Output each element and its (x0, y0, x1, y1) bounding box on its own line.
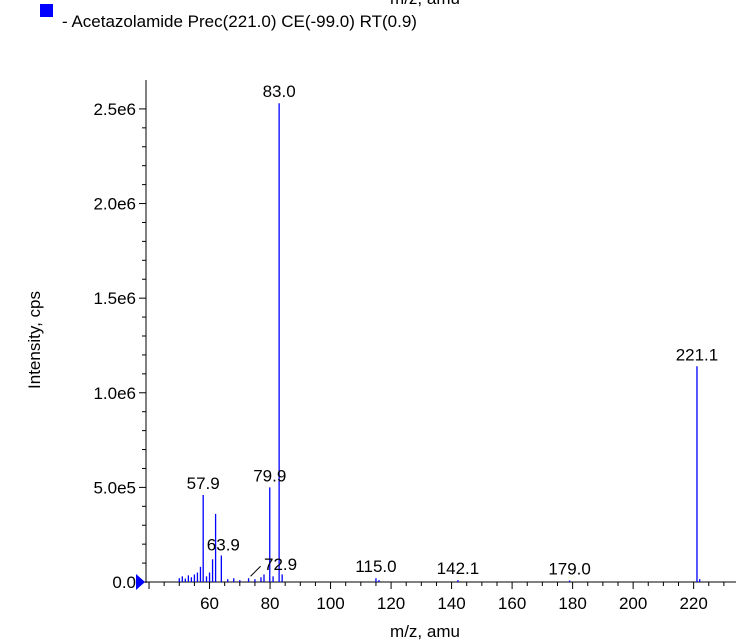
y-axis-label: Intensity, cps (25, 291, 44, 389)
y-tick-label: 2.5e6 (93, 100, 136, 119)
cut-axis-label: m/z, amu (390, 0, 460, 8)
peak-label: 63.9 (207, 536, 240, 555)
peak-label: 57.9 (187, 474, 220, 493)
y-tick-label: 1.5e6 (93, 289, 136, 308)
peak-label: 221.1 (676, 345, 719, 364)
annotation-leader-line (250, 565, 261, 577)
x-tick-label: 60 (200, 594, 219, 613)
x-axis-label: m/z, amu (390, 622, 460, 641)
peaks (178, 103, 701, 582)
y-tick-label: 1.0e6 (93, 384, 136, 403)
x-tick-label: 160 (498, 594, 526, 613)
peak-label: 179.0 (548, 559, 591, 578)
peak-label: 83.0 (263, 82, 296, 101)
y-tick-label: 2.0e6 (93, 195, 136, 214)
x-tick-label: 220 (679, 594, 707, 613)
peak-label: 115.0 (355, 557, 396, 576)
y-tick-label: 0.0 (112, 573, 136, 592)
x-tick-label: 200 (619, 594, 647, 613)
peak-annotations: 83.0 221.1 57.9 79.9 63.9 72.9 115.0 142.1 179.0 (187, 82, 719, 578)
baseline-marker-icon (136, 574, 145, 590)
x-tick-label: 80 (261, 594, 280, 613)
peak-label: 142.1 (437, 559, 480, 578)
axes: 60 80 100 120 140 160 180 200 220 0.0 5.0e5 1.0e6 1.… (93, 80, 736, 613)
peak-label: 79.9 (253, 466, 286, 485)
legend-entry: - Acetazolamide Prec(221.0) CE(-99.0) RT… (62, 12, 417, 31)
x-tick-label: 100 (316, 594, 344, 613)
x-tick-label: 120 (377, 594, 405, 613)
y-tick-label: 5.0e5 (93, 478, 136, 497)
x-tick-label: 140 (437, 594, 465, 613)
legend-swatch (40, 4, 53, 17)
x-tick-label: 180 (558, 594, 586, 613)
peak-label: 72.9 (264, 555, 297, 574)
